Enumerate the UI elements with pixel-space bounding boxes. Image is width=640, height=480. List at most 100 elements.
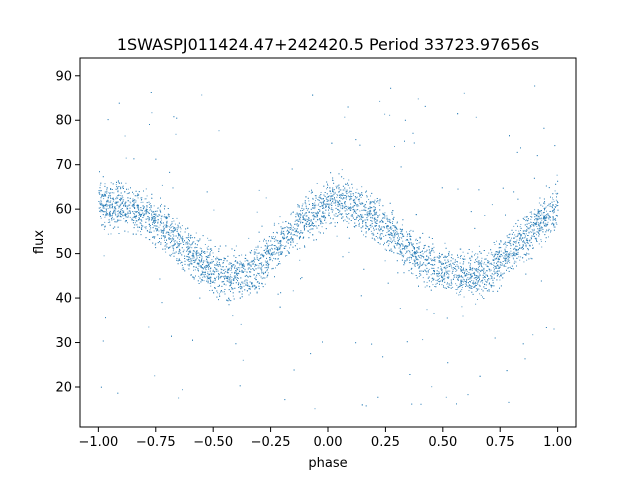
data-point — [272, 260, 273, 262]
data-point — [384, 260, 386, 262]
data-point — [260, 246, 262, 248]
data-point — [171, 221, 173, 222]
data-point — [417, 98, 419, 100]
data-point — [299, 215, 301, 217]
data-point — [175, 227, 177, 229]
data-point — [475, 116, 477, 118]
data-point — [104, 207, 106, 209]
data-point — [530, 257, 532, 259]
data-point — [299, 247, 301, 249]
data-point — [313, 239, 315, 241]
data-point — [145, 228, 147, 230]
data-point — [532, 244, 533, 246]
data-point — [506, 252, 508, 254]
data-point — [221, 275, 223, 277]
data-point — [466, 283, 467, 285]
data-point — [464, 283, 466, 285]
data-point — [453, 276, 455, 278]
data-point — [106, 200, 108, 202]
data-point — [318, 196, 320, 198]
data-point — [180, 228, 182, 230]
data-point — [386, 225, 388, 227]
data-point — [418, 264, 420, 266]
data-point — [443, 256, 445, 258]
data-point — [210, 251, 211, 253]
data-point — [218, 273, 220, 274]
data-point — [400, 166, 402, 168]
data-point — [228, 269, 230, 271]
data-point — [272, 252, 274, 254]
data-point — [278, 246, 280, 248]
data-point — [382, 205, 384, 207]
data-point — [202, 260, 204, 262]
data-point — [546, 229, 548, 231]
data-point — [331, 204, 333, 206]
data-point — [337, 200, 339, 202]
data-point — [316, 216, 318, 217]
data-point — [162, 235, 164, 237]
data-point — [274, 245, 276, 247]
data-point — [338, 209, 340, 211]
data-point — [496, 240, 497, 242]
data-point — [372, 201, 374, 202]
data-point — [115, 196, 117, 198]
data-point — [120, 188, 122, 190]
data-point — [157, 234, 159, 236]
data-point — [433, 257, 435, 259]
data-point — [232, 264, 234, 265]
data-point — [550, 210, 552, 212]
data-point — [471, 255, 473, 257]
data-point — [158, 207, 160, 209]
data-point — [424, 269, 426, 271]
data-point — [457, 279, 459, 280]
data-point — [133, 203, 135, 204]
data-point — [267, 272, 269, 274]
data-point — [499, 246, 501, 248]
data-point — [133, 212, 134, 214]
data-point — [415, 238, 417, 240]
data-point — [535, 238, 537, 240]
data-point — [547, 217, 549, 219]
data-point — [218, 264, 220, 266]
data-point — [177, 243, 179, 245]
data-point — [316, 216, 318, 218]
data-point — [354, 209, 356, 211]
data-point — [194, 243, 196, 245]
data-point — [489, 270, 491, 272]
data-point — [461, 266, 462, 268]
data-point — [366, 195, 368, 196]
data-point — [540, 217, 542, 219]
data-point — [206, 251, 208, 253]
data-point — [161, 235, 162, 237]
data-point — [336, 235, 338, 237]
data-point — [117, 219, 119, 221]
data-point — [102, 224, 104, 226]
data-point — [476, 258, 478, 260]
data-point — [160, 229, 162, 231]
data-point — [399, 308, 401, 309]
data-point — [553, 208, 555, 209]
data-point — [471, 280, 473, 281]
data-point — [282, 245, 284, 246]
data-point — [110, 233, 112, 235]
data-point — [119, 214, 121, 216]
data-point — [355, 342, 357, 344]
data-point — [434, 260, 436, 262]
data-point — [497, 256, 498, 258]
data-point — [330, 208, 332, 210]
data-point — [344, 195, 346, 196]
data-point — [404, 260, 406, 262]
data-point — [376, 213, 377, 215]
data-point — [478, 284, 480, 286]
data-point — [544, 203, 546, 205]
data-point — [536, 218, 537, 220]
data-point — [517, 225, 518, 227]
data-point — [441, 272, 443, 274]
data-point — [193, 262, 195, 263]
data-point — [135, 201, 137, 203]
data-point — [290, 214, 292, 216]
data-point — [198, 259, 200, 261]
data-point — [470, 211, 472, 213]
data-point — [340, 207, 342, 209]
data-point — [459, 257, 461, 259]
